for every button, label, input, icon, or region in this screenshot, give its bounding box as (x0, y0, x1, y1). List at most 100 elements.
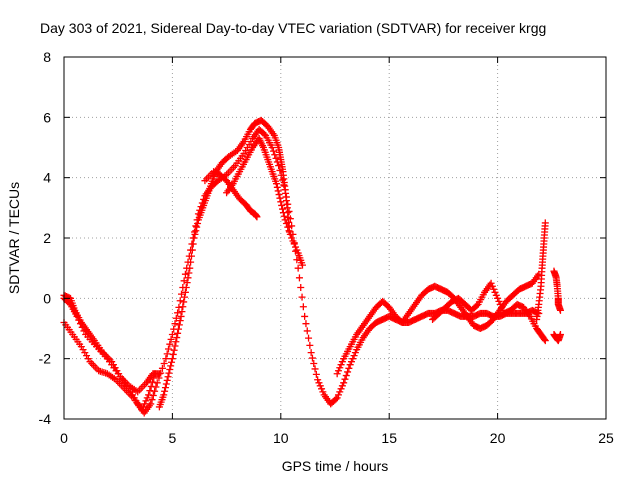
data-point (487, 279, 495, 287)
data-point (177, 312, 185, 320)
data-point (556, 331, 564, 339)
data-point (332, 395, 340, 403)
x-tick-label: 15 (381, 430, 397, 446)
data-point (289, 237, 297, 245)
data-point (176, 317, 184, 325)
data-point (162, 355, 170, 363)
data-point (347, 358, 355, 366)
data-point (143, 394, 151, 402)
data-point (180, 298, 188, 306)
data-point (164, 345, 172, 353)
data-point (301, 312, 309, 320)
y-tick-label: 6 (43, 109, 51, 125)
data-series (60, 291, 163, 396)
data-point (193, 223, 201, 231)
data-point (178, 308, 186, 316)
data-point (188, 246, 196, 254)
data-point (311, 365, 319, 373)
data-point (186, 264, 194, 272)
data-point (541, 337, 549, 345)
y-tick-label: -4 (39, 411, 52, 427)
data-point (194, 220, 202, 228)
data-point (556, 306, 564, 314)
data-point (346, 361, 354, 369)
data-point (314, 376, 322, 384)
data-series (550, 267, 564, 314)
data-point (333, 394, 341, 402)
data-point (305, 334, 313, 342)
data-point (138, 406, 146, 414)
data-point (491, 288, 499, 296)
data-point (338, 358, 346, 366)
data-point (275, 191, 283, 199)
x-tick-label: 25 (598, 430, 614, 446)
data-point (290, 240, 298, 248)
data-point (298, 261, 306, 269)
data-point (168, 331, 176, 339)
data-series (201, 168, 261, 221)
y-tick-label: -2 (39, 351, 52, 367)
data-point (172, 338, 180, 346)
x-tick-label: 20 (490, 430, 506, 446)
x-tick-label: 5 (169, 430, 177, 446)
data-point (338, 382, 346, 390)
x-tick-label: 10 (273, 430, 289, 446)
data-point (297, 283, 305, 291)
data-point (191, 230, 199, 238)
data-point (292, 243, 300, 251)
data-series (223, 134, 306, 269)
data-layer (60, 116, 564, 417)
y-tick-label: 0 (43, 290, 51, 306)
data-point (306, 341, 314, 349)
chart-title: Day 303 of 2021, Sidereal Day-to-day VTE… (40, 20, 546, 36)
data-point (279, 205, 287, 213)
data-point (276, 194, 284, 202)
data-point (187, 252, 195, 260)
data-point (496, 300, 504, 308)
data-point (303, 327, 311, 335)
data-point (350, 352, 358, 360)
data-point (268, 144, 276, 151)
data-point (337, 361, 345, 369)
data-point (260, 130, 268, 138)
data-point (282, 220, 290, 228)
plot-frame (63, 56, 607, 420)
data-series (155, 116, 293, 411)
data-point (148, 396, 156, 404)
data-point (302, 320, 310, 328)
data-point (167, 362, 175, 370)
data-point (288, 234, 296, 242)
data-point (294, 264, 302, 272)
data-point (176, 297, 184, 305)
data-point (344, 368, 352, 376)
data-point (161, 387, 169, 395)
data-point (181, 293, 189, 301)
data-point (168, 358, 176, 366)
data-point (278, 201, 286, 209)
data-point (334, 367, 342, 375)
data-point (307, 349, 315, 357)
data-point (495, 297, 503, 305)
data-point (540, 335, 548, 343)
grid-lines (64, 57, 606, 419)
data-point (336, 364, 344, 372)
data-point (187, 258, 195, 266)
data-series (60, 318, 159, 414)
data-point (280, 212, 288, 220)
data-point (310, 359, 318, 367)
data-point (171, 320, 179, 328)
data-point (274, 187, 282, 195)
data-point (166, 366, 174, 374)
data-point (146, 387, 154, 395)
data-point (166, 340, 174, 348)
data-point (184, 274, 192, 282)
data-series (533, 219, 549, 323)
data-point (281, 216, 289, 224)
data-point (541, 219, 549, 227)
data-point (298, 293, 306, 301)
data-series (60, 125, 543, 417)
data-point (181, 288, 189, 296)
data-series (550, 331, 564, 345)
data-point (165, 369, 173, 377)
